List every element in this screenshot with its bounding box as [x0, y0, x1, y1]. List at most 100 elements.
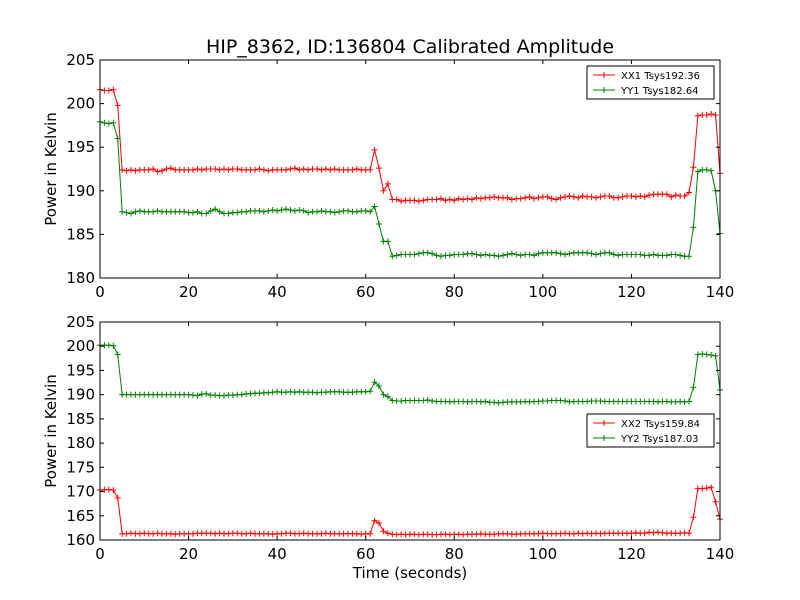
- data-point: [544, 193, 551, 200]
- data-point: [694, 168, 701, 175]
- data-point: [522, 194, 529, 201]
- data-point: [207, 207, 214, 214]
- y-tick-label: 180: [66, 269, 95, 287]
- data-point: [446, 196, 453, 203]
- data-point: [411, 251, 418, 258]
- x-tick-label: 80: [445, 545, 464, 563]
- data-point: [327, 166, 334, 173]
- data-point: [469, 196, 475, 203]
- data-point: [114, 102, 121, 109]
- x-tick-label: 80: [445, 283, 464, 301]
- data-point: [265, 207, 272, 214]
- data-point: [562, 251, 568, 258]
- chart-title: HIP_8362, ID:136804 Calibrated Amplitude: [206, 36, 614, 58]
- data-point: [415, 250, 422, 257]
- data-point: [105, 87, 112, 94]
- data-point: [376, 382, 382, 389]
- x-tick-label: 100: [529, 283, 558, 301]
- data-point: [637, 193, 644, 200]
- data-point: [508, 250, 515, 257]
- data-point: [234, 166, 241, 172]
- data-point: [455, 195, 462, 202]
- data-point: [672, 251, 679, 258]
- data-point: [110, 342, 117, 349]
- legend-label-2: YY1 Tsys182.64: [620, 86, 699, 97]
- y-tick-label: 185: [66, 225, 95, 243]
- data-point: [703, 485, 710, 492]
- data-point: [464, 195, 471, 202]
- legend-marker-1: [601, 72, 607, 78]
- y-axis-label: Power in Kelvin: [42, 374, 60, 488]
- data-point: [632, 193, 639, 200]
- data-point: [420, 197, 427, 204]
- data-point: [553, 249, 560, 256]
- data-point: [686, 398, 692, 405]
- data-point: [690, 164, 697, 171]
- data-point: [114, 351, 121, 358]
- data-point: [579, 193, 586, 200]
- data-point: [424, 397, 431, 403]
- data-point: [615, 194, 622, 201]
- data-point: [553, 196, 560, 203]
- data-point: [486, 194, 493, 201]
- data-point: [225, 166, 232, 173]
- y-tick-label: 200: [66, 337, 95, 355]
- data-point: [384, 180, 391, 187]
- data-point: [663, 191, 670, 198]
- data-point: [415, 198, 422, 205]
- legend-box: [586, 413, 715, 448]
- data-point: [593, 251, 599, 258]
- legend-label-1: XX1 Tsys192.36: [621, 71, 700, 82]
- data-point: [508, 196, 515, 203]
- chart-panel-2: 0 20 40 60 80 100 120 140 160 165 170 175 180 185 190 1…: [42, 313, 734, 582]
- data-point: [584, 249, 591, 256]
- x-tick-label: 120: [617, 283, 646, 301]
- data-point: [181, 208, 188, 215]
- data-point: [433, 252, 440, 259]
- data-point: [477, 252, 484, 259]
- data-point: [362, 207, 369, 214]
- data-point: [110, 119, 117, 126]
- data-point: [198, 166, 205, 173]
- data-point: [460, 251, 467, 258]
- data-point: [314, 208, 320, 215]
- series-1: [97, 86, 723, 205]
- plot-frame: [99, 321, 721, 541]
- x-tick-label: 140: [706, 545, 735, 563]
- data-point: [305, 209, 312, 216]
- data-point: [367, 530, 374, 537]
- data-point: [557, 194, 564, 201]
- data-point: [345, 207, 351, 214]
- data-point: [690, 384, 697, 391]
- data-point: [353, 208, 360, 215]
- data-point: [641, 193, 648, 200]
- data-point: [318, 166, 325, 173]
- data-point: [597, 193, 604, 200]
- data-point: [500, 252, 506, 259]
- data-point: [646, 192, 653, 199]
- data-point: [393, 196, 400, 203]
- data-point: [163, 166, 170, 172]
- data-point: [588, 193, 595, 200]
- data-point: [225, 210, 232, 217]
- data-point: [703, 111, 710, 118]
- x-tick-label: 40: [268, 545, 287, 563]
- data-point: [473, 251, 480, 258]
- legend: XX1 Tsys192.36 YY1 Tsys182.64: [586, 65, 715, 100]
- data-point: [128, 166, 134, 173]
- data-point: [314, 166, 320, 172]
- data-point: [646, 252, 653, 259]
- data-point: [575, 194, 582, 201]
- y-tick-label: 205: [66, 51, 95, 69]
- data-point: [327, 208, 334, 215]
- data-point: [380, 528, 387, 535]
- data-point: [132, 208, 139, 215]
- data-point: [216, 208, 223, 215]
- data-point: [641, 530, 648, 537]
- data-point: [123, 167, 130, 174]
- data-point: [243, 208, 250, 215]
- data-point: [367, 388, 374, 395]
- data-point: [283, 206, 289, 213]
- y-tick-label: 160: [66, 531, 95, 549]
- data-point: [380, 391, 387, 398]
